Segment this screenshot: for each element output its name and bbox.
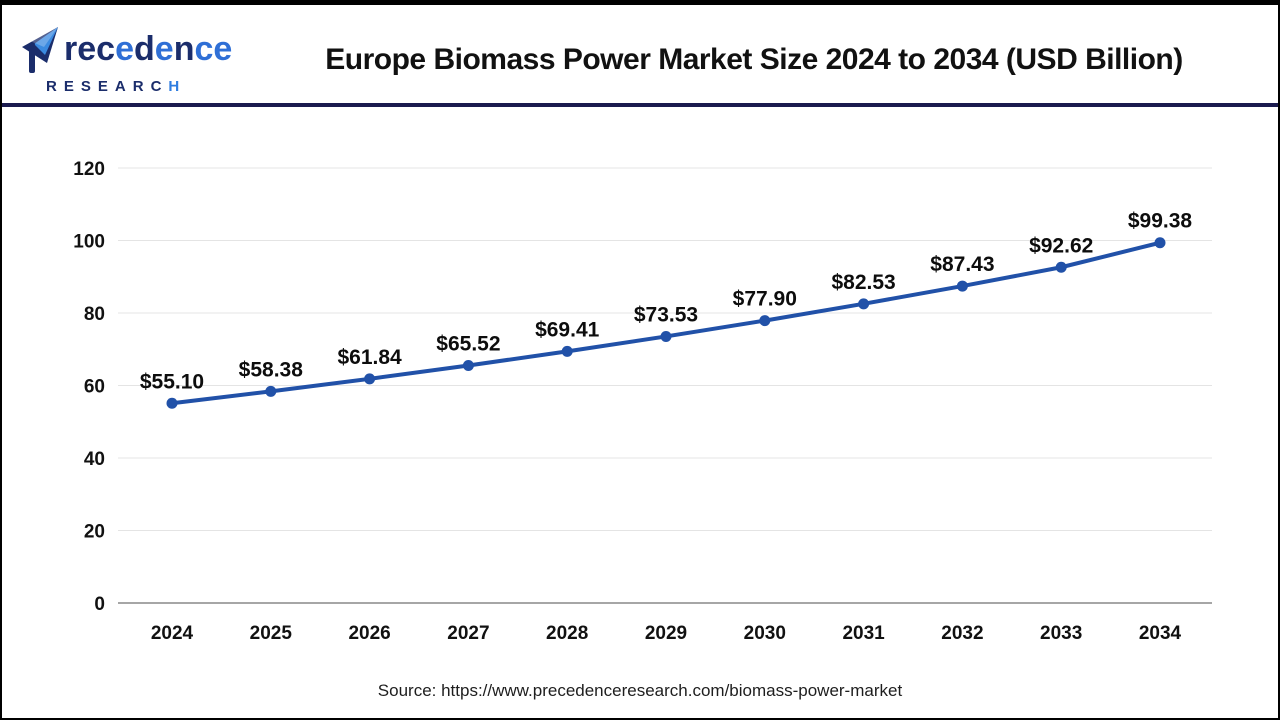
data-point xyxy=(1055,261,1067,273)
data-point xyxy=(364,373,376,385)
line-chart: 0 20 40 60 80 100 120 2024 2025 2026 2027 2028 2029 2… xyxy=(73,159,1212,644)
x-tick-label: 2028 xyxy=(546,623,588,644)
y-tick-label: 120 xyxy=(73,159,105,180)
chart-title: Europe Biomass Power Market Size 2024 to… xyxy=(325,43,1183,76)
x-tick-label: 2025 xyxy=(250,623,293,644)
data-point-label: $69.41 xyxy=(535,318,600,341)
y-tick-label: 0 xyxy=(94,594,105,615)
brand-research: RESEARCH xyxy=(46,78,187,95)
data-point xyxy=(166,397,178,409)
data-point-label: $61.84 xyxy=(337,346,402,369)
data-point xyxy=(858,298,870,310)
x-tick-label: 2024 xyxy=(151,623,194,644)
x-tick-label: 2031 xyxy=(842,623,885,644)
source-text: Source: https://www.precedenceresearch.c… xyxy=(377,681,903,700)
data-point xyxy=(462,359,474,371)
header-divider xyxy=(2,103,1278,107)
x-tick-label: 2030 xyxy=(744,623,786,644)
data-point-label: $87.43 xyxy=(930,253,994,276)
y-tick-label: 40 xyxy=(84,449,105,470)
precedence-research-logo: recedence RESEARCH xyxy=(20,25,235,95)
x-tick-label: 2032 xyxy=(941,623,983,644)
data-point xyxy=(265,385,277,397)
data-point-label: $77.90 xyxy=(733,288,797,311)
x-tick-label: 2033 xyxy=(1040,623,1082,644)
data-point-label: $65.52 xyxy=(436,332,500,355)
x-tick-label: 2034 xyxy=(1139,623,1182,644)
data-point-label: $99.38 xyxy=(1128,210,1193,233)
data-point-label: $58.38 xyxy=(239,358,304,381)
x-tick-label: 2026 xyxy=(348,623,390,644)
data-point-label: $55.10 xyxy=(140,370,204,393)
data-point xyxy=(561,345,573,357)
data-point-label: $73.53 xyxy=(634,303,698,326)
y-tick-label: 20 xyxy=(84,522,105,543)
x-tick-label: 2027 xyxy=(447,623,489,644)
y-tick-label: 100 xyxy=(73,232,105,253)
data-point-label: $82.53 xyxy=(831,271,895,294)
y-tick-label: 80 xyxy=(84,304,105,325)
data-point xyxy=(660,330,672,342)
data-point xyxy=(759,315,771,327)
brand-name: recedence xyxy=(64,30,233,68)
data-point xyxy=(956,280,968,292)
y-tick-label: 60 xyxy=(84,377,105,398)
data-point-label: $92.62 xyxy=(1029,234,1093,257)
paper-plane-logo-icon xyxy=(20,25,62,80)
data-point xyxy=(1154,237,1166,249)
x-tick-label: 2029 xyxy=(645,623,687,644)
header: recedence RESEARCH Europe Biomass Power … xyxy=(2,5,1278,103)
